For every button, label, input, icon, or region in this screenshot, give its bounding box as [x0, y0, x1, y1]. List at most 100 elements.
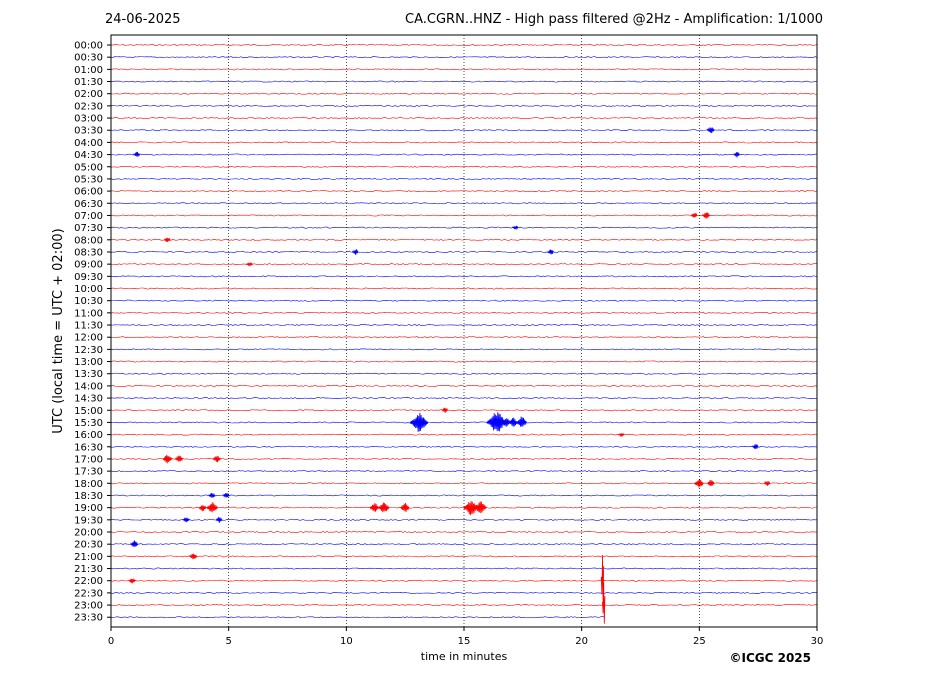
- y-tick-label: 16:00: [74, 430, 103, 441]
- y-tick-label: 20:00: [74, 528, 103, 539]
- y-tick-label: 12:30: [74, 345, 103, 356]
- y-tick-label: 13:30: [74, 369, 103, 380]
- event-burst: [508, 417, 518, 427]
- event-burst: [400, 502, 410, 512]
- y-tick-label: 22:00: [74, 576, 103, 587]
- y-tick-label: 11:00: [74, 308, 103, 319]
- trace-row: [110, 178, 818, 180]
- y-tick-label: 00:30: [74, 53, 103, 64]
- x-tick-label: 0: [108, 636, 114, 647]
- trace-row: [110, 311, 818, 314]
- y-tick-label: 01:30: [74, 77, 103, 88]
- copyright-label: ©ICGC 2025: [729, 651, 811, 665]
- event-burst: [463, 501, 479, 516]
- x-tick-label: 25: [693, 636, 706, 647]
- event-burst: [602, 582, 606, 624]
- y-tick-label: 14:30: [74, 394, 103, 405]
- y-tick-label: 04:00: [74, 138, 103, 149]
- x-ticks: 0 5 10 15 20 25 30: [108, 627, 823, 647]
- event-burst: [128, 577, 136, 584]
- event-burst: [733, 151, 740, 158]
- trace-row: [110, 360, 818, 363]
- event-burst: [208, 492, 216, 498]
- event-burst: [409, 412, 429, 432]
- y-tick-label: 17:00: [74, 454, 103, 465]
- y-tick-label: 16:30: [74, 442, 103, 453]
- y-tick-label: 05:00: [74, 162, 103, 173]
- x-tick-label: 20: [575, 636, 588, 647]
- event-burst: [547, 249, 554, 255]
- trace-row: [110, 104, 818, 107]
- trace-row: [110, 299, 818, 302]
- event-burst: [164, 237, 171, 242]
- event-burst: [206, 502, 218, 513]
- chart-title: CA.CGRN..HNZ - High pass filtered @2Hz -…: [405, 12, 823, 27]
- trace-row: [110, 397, 818, 400]
- y-tick-label: 18:30: [74, 491, 103, 502]
- event-burst: [515, 416, 527, 427]
- x-tick-label: 10: [340, 636, 353, 647]
- event-burst: [618, 433, 625, 438]
- y-tick-label: 09:00: [74, 260, 103, 271]
- y-tick-label: 11:30: [74, 321, 103, 332]
- y-tick-label: 00:00: [74, 41, 103, 52]
- trace-row: [110, 531, 818, 533]
- y-tick-label: 17:30: [74, 467, 103, 478]
- trace-row: [110, 579, 818, 582]
- trace-row: [110, 567, 818, 570]
- trace-row: [110, 494, 818, 497]
- trace-row: [110, 44, 818, 46]
- trace-row: [110, 190, 818, 193]
- y-tick-label: 06:30: [74, 199, 103, 210]
- y-tick-label: 20:30: [74, 540, 103, 551]
- y-tick-label: 21:30: [74, 564, 103, 575]
- chart-date: 24-06-2025: [105, 12, 181, 27]
- event-burst: [752, 444, 759, 450]
- trace-row: [110, 275, 818, 278]
- y-tick-label: 23:30: [74, 613, 103, 624]
- event-burst: [130, 540, 139, 547]
- y-tick-label: 08:00: [74, 235, 103, 246]
- trace-row: [110, 506, 818, 509]
- event-burst: [162, 455, 173, 464]
- trace-row: [110, 384, 818, 387]
- event-burst: [512, 225, 519, 231]
- event-burst: [189, 553, 198, 560]
- trace-row: [110, 68, 818, 71]
- y-tick-label: 07:00: [74, 211, 103, 222]
- y-tick-label: 02:00: [74, 89, 103, 100]
- y-tick-label: 06:00: [74, 187, 103, 198]
- y-tick-label: 12:00: [74, 333, 103, 344]
- trace-row: [110, 518, 818, 521]
- trace-row: [110, 80, 818, 83]
- plot-frame: [110, 34, 818, 628]
- event-burst: [182, 517, 190, 523]
- trace-row: [110, 129, 818, 132]
- trace-row: [110, 336, 818, 339]
- trace-row: [110, 470, 818, 473]
- y-tick-label: 04:30: [74, 150, 103, 161]
- trace-row: [110, 543, 818, 546]
- y-tick-label: 09:30: [74, 272, 103, 283]
- y-tick-label: 03:00: [74, 114, 103, 125]
- y-tick-label: 10:30: [74, 296, 103, 307]
- event-burst: [212, 455, 221, 463]
- event-burst: [702, 212, 710, 219]
- y-tick-label: 19:00: [74, 503, 103, 514]
- event-burst: [441, 407, 448, 413]
- x-tick-label: 15: [458, 636, 471, 647]
- event-burst: [694, 478, 704, 488]
- y-tick-label: 23:00: [74, 601, 103, 612]
- event-burst: [378, 502, 390, 513]
- trace-row: [110, 141, 818, 144]
- trace-row: [110, 117, 818, 119]
- trace-row: [110, 263, 818, 266]
- y-tick-label: 15:30: [74, 418, 103, 429]
- event-burst: [707, 479, 715, 486]
- event-burst: [352, 249, 359, 256]
- y-tick-label: 03:30: [74, 126, 103, 137]
- y-tick-label: 10:00: [74, 284, 103, 295]
- trace-group: [110, 44, 818, 624]
